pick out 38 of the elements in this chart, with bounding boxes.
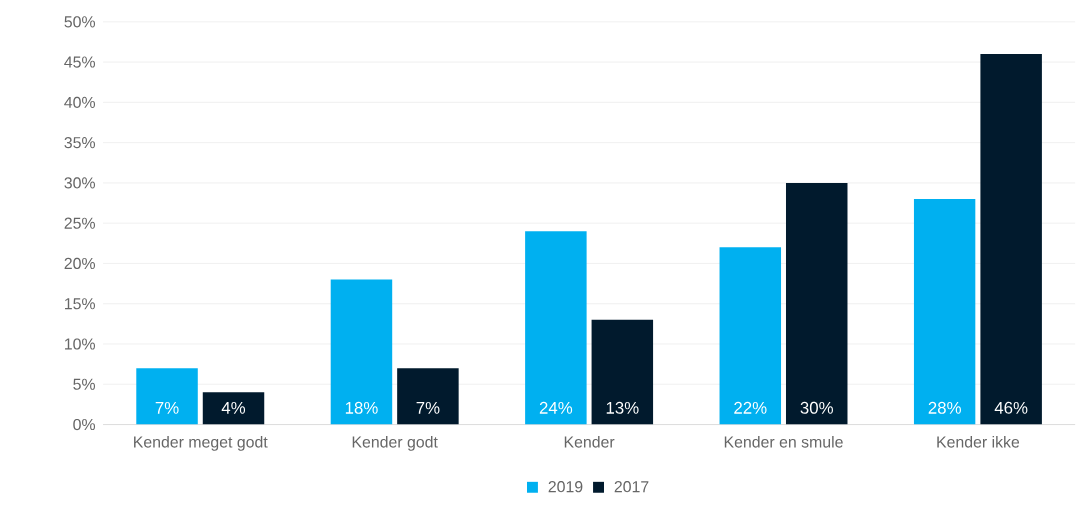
bar — [397, 368, 459, 425]
data-label: 7% — [155, 402, 179, 414]
bar — [980, 54, 1042, 425]
y-tick-label: 10% — [65, 338, 96, 350]
data-label: 7% — [416, 402, 440, 414]
legend-label: 2019 — [548, 481, 583, 493]
bar — [525, 231, 587, 425]
legend-label: 2017 — [614, 481, 649, 493]
x-tick-label: Kender — [564, 436, 615, 448]
bar — [136, 368, 198, 425]
data-label: 30% — [800, 402, 834, 414]
x-tick-label: Kender godt — [352, 436, 438, 451]
data-label: 4% — [221, 402, 246, 414]
y-tick-label: 50% — [64, 16, 96, 28]
bar — [719, 247, 782, 425]
bar — [591, 319, 654, 425]
x-tick-label: Kender ikke — [937, 436, 1020, 448]
y-tick-label: 5% — [73, 378, 96, 391]
y-tick-label: 25% — [64, 217, 96, 229]
y-tick-label: 45% — [64, 56, 96, 68]
data-label: 28% — [928, 402, 961, 414]
y-tick-label: 15% — [65, 298, 96, 310]
y-tick-label: 35% — [64, 137, 96, 149]
y-tick-label: 40% — [64, 96, 96, 109]
data-label: 22% — [734, 402, 767, 414]
bar — [330, 279, 393, 425]
bar — [202, 392, 265, 425]
data-label: 24% — [539, 402, 573, 414]
data-label: 13% — [606, 402, 639, 414]
y-tick-label: 30% — [64, 177, 96, 189]
bar — [913, 199, 976, 425]
y-tick-label: 0% — [73, 419, 96, 431]
x-tick-label: Kender meget godt — [134, 436, 268, 451]
data-label: 18% — [345, 402, 378, 414]
x-tick-label: Kender en smule — [724, 436, 843, 448]
data-label: 46% — [994, 402, 1028, 414]
y-tick-label: 20% — [64, 257, 96, 270]
bar — [785, 183, 848, 425]
